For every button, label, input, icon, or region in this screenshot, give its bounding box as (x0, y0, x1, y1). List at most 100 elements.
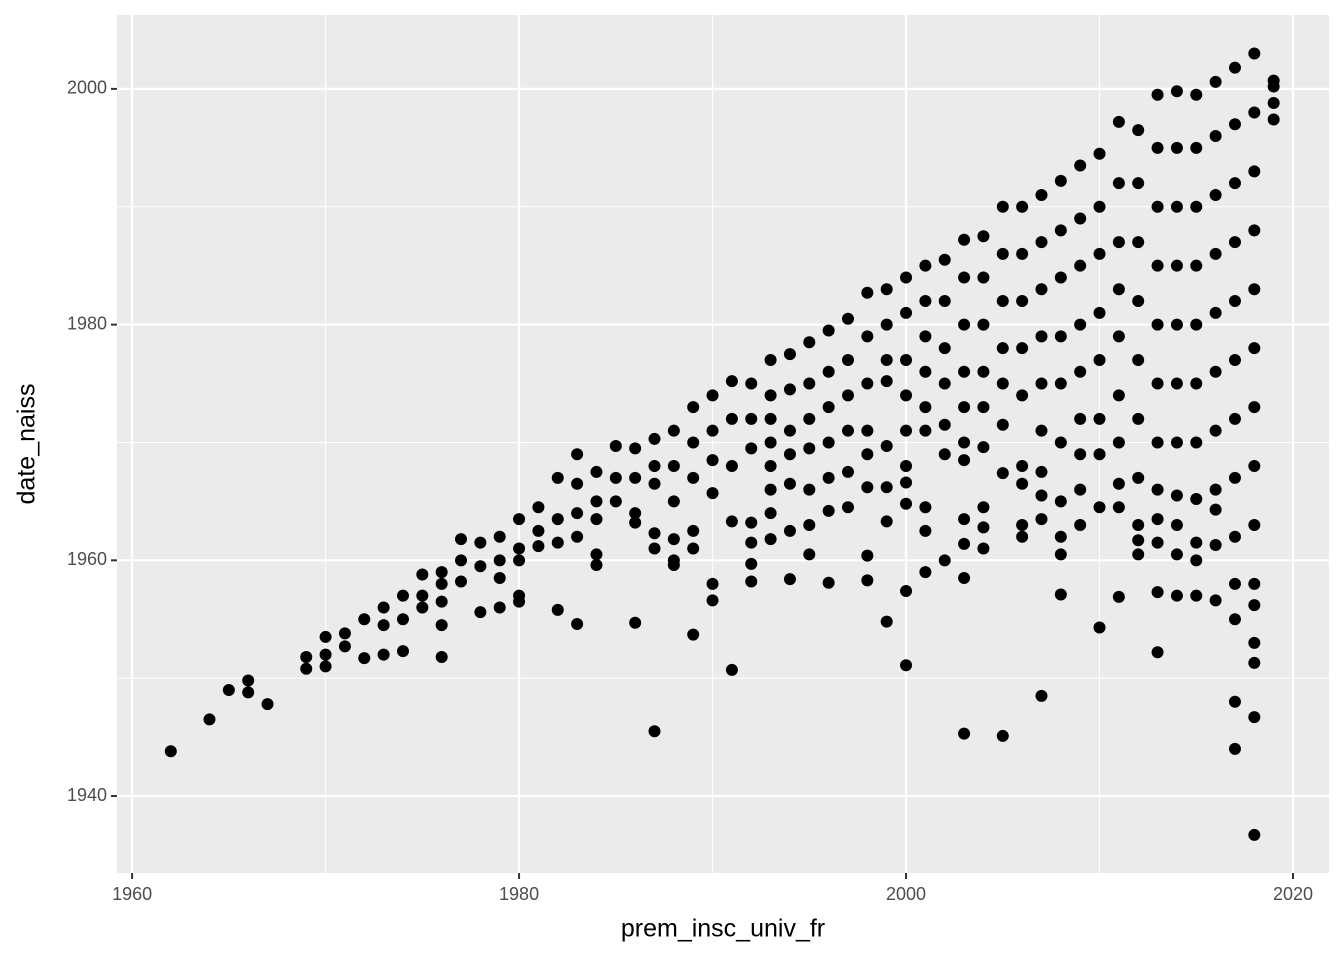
point (513, 595, 526, 608)
point (1132, 412, 1145, 425)
point (919, 295, 932, 308)
point (590, 495, 603, 508)
point (667, 460, 680, 473)
point (919, 566, 932, 579)
point (861, 481, 874, 494)
point (1248, 224, 1261, 237)
point (358, 652, 371, 665)
point (396, 645, 409, 658)
point (416, 589, 429, 602)
point (1132, 518, 1145, 531)
point (1209, 247, 1222, 260)
point (1151, 200, 1164, 213)
point (493, 554, 506, 567)
point (532, 501, 545, 514)
point (319, 660, 332, 673)
point (590, 559, 603, 572)
point (1054, 271, 1067, 284)
point (745, 377, 758, 390)
point (1228, 412, 1241, 425)
point (319, 630, 332, 643)
point (687, 436, 700, 449)
point (725, 412, 738, 425)
point (629, 616, 642, 629)
point (1248, 518, 1261, 531)
point (203, 713, 216, 726)
point (977, 441, 990, 454)
point (648, 460, 661, 473)
y-tick-label: 1980 (67, 313, 107, 333)
point (1248, 106, 1261, 119)
point (1132, 471, 1145, 484)
point (803, 377, 816, 390)
point (958, 401, 971, 414)
point (803, 336, 816, 349)
point (1170, 518, 1183, 531)
point (822, 401, 835, 414)
point (1248, 636, 1261, 649)
point (513, 542, 526, 555)
point (1016, 295, 1029, 308)
point (745, 412, 758, 425)
point (222, 683, 235, 696)
point (629, 516, 642, 529)
point (861, 330, 874, 343)
point (1228, 742, 1241, 755)
point (900, 271, 913, 284)
point (938, 295, 951, 308)
point (958, 727, 971, 740)
point (1248, 165, 1261, 178)
point (319, 648, 332, 661)
point (706, 487, 719, 500)
point (1170, 377, 1183, 390)
point (1190, 141, 1203, 154)
point (1093, 448, 1106, 461)
point (1170, 318, 1183, 331)
point (958, 513, 971, 526)
point (900, 460, 913, 473)
point (338, 640, 351, 653)
point (783, 477, 796, 490)
point (629, 442, 642, 455)
point (1170, 489, 1183, 502)
point (1074, 448, 1087, 461)
point (667, 559, 680, 572)
point (1112, 115, 1125, 128)
point (609, 440, 622, 453)
point (1093, 353, 1106, 366)
point (1054, 174, 1067, 187)
point (706, 454, 719, 467)
point (919, 330, 932, 343)
point (1228, 530, 1241, 543)
point (1074, 483, 1087, 496)
x-tick-label: 2000 (886, 884, 926, 904)
y-tick-label: 1940 (67, 785, 107, 805)
point (822, 576, 835, 589)
point (590, 465, 603, 478)
point (667, 495, 680, 508)
point (1209, 539, 1222, 552)
point (1228, 471, 1241, 484)
point (958, 233, 971, 246)
point (919, 524, 932, 537)
point (996, 418, 1009, 431)
point (783, 573, 796, 586)
point (1093, 621, 1106, 634)
point (841, 465, 854, 478)
point (1228, 577, 1241, 590)
point (861, 424, 874, 437)
point (900, 584, 913, 597)
point (1228, 236, 1241, 249)
point (783, 383, 796, 396)
point (1074, 159, 1087, 172)
point (648, 542, 661, 555)
point (938, 342, 951, 355)
point (938, 554, 951, 567)
point (1151, 318, 1164, 331)
point (880, 283, 893, 296)
point (1209, 424, 1222, 437)
point (648, 432, 661, 445)
point (590, 548, 603, 561)
point (900, 659, 913, 672)
